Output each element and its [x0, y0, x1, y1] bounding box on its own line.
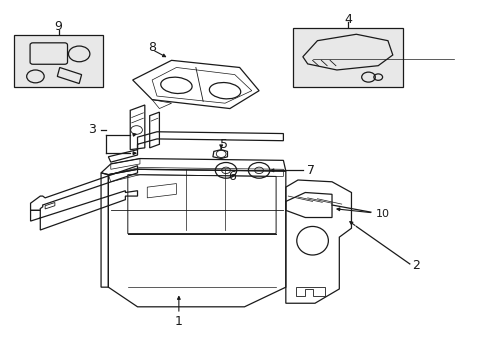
Text: 5: 5: [220, 138, 227, 151]
Bar: [292, 28, 402, 87]
Text: 3: 3: [88, 123, 96, 136]
Text: 10: 10: [375, 208, 389, 219]
Text: 1: 1: [175, 315, 183, 328]
Text: 7: 7: [306, 164, 314, 177]
Text: 9: 9: [55, 20, 62, 33]
Text: 6: 6: [228, 170, 236, 183]
Bar: [14, 35, 103, 87]
Text: 2: 2: [411, 259, 419, 272]
Text: 4: 4: [343, 13, 351, 26]
Text: 8: 8: [148, 41, 156, 54]
